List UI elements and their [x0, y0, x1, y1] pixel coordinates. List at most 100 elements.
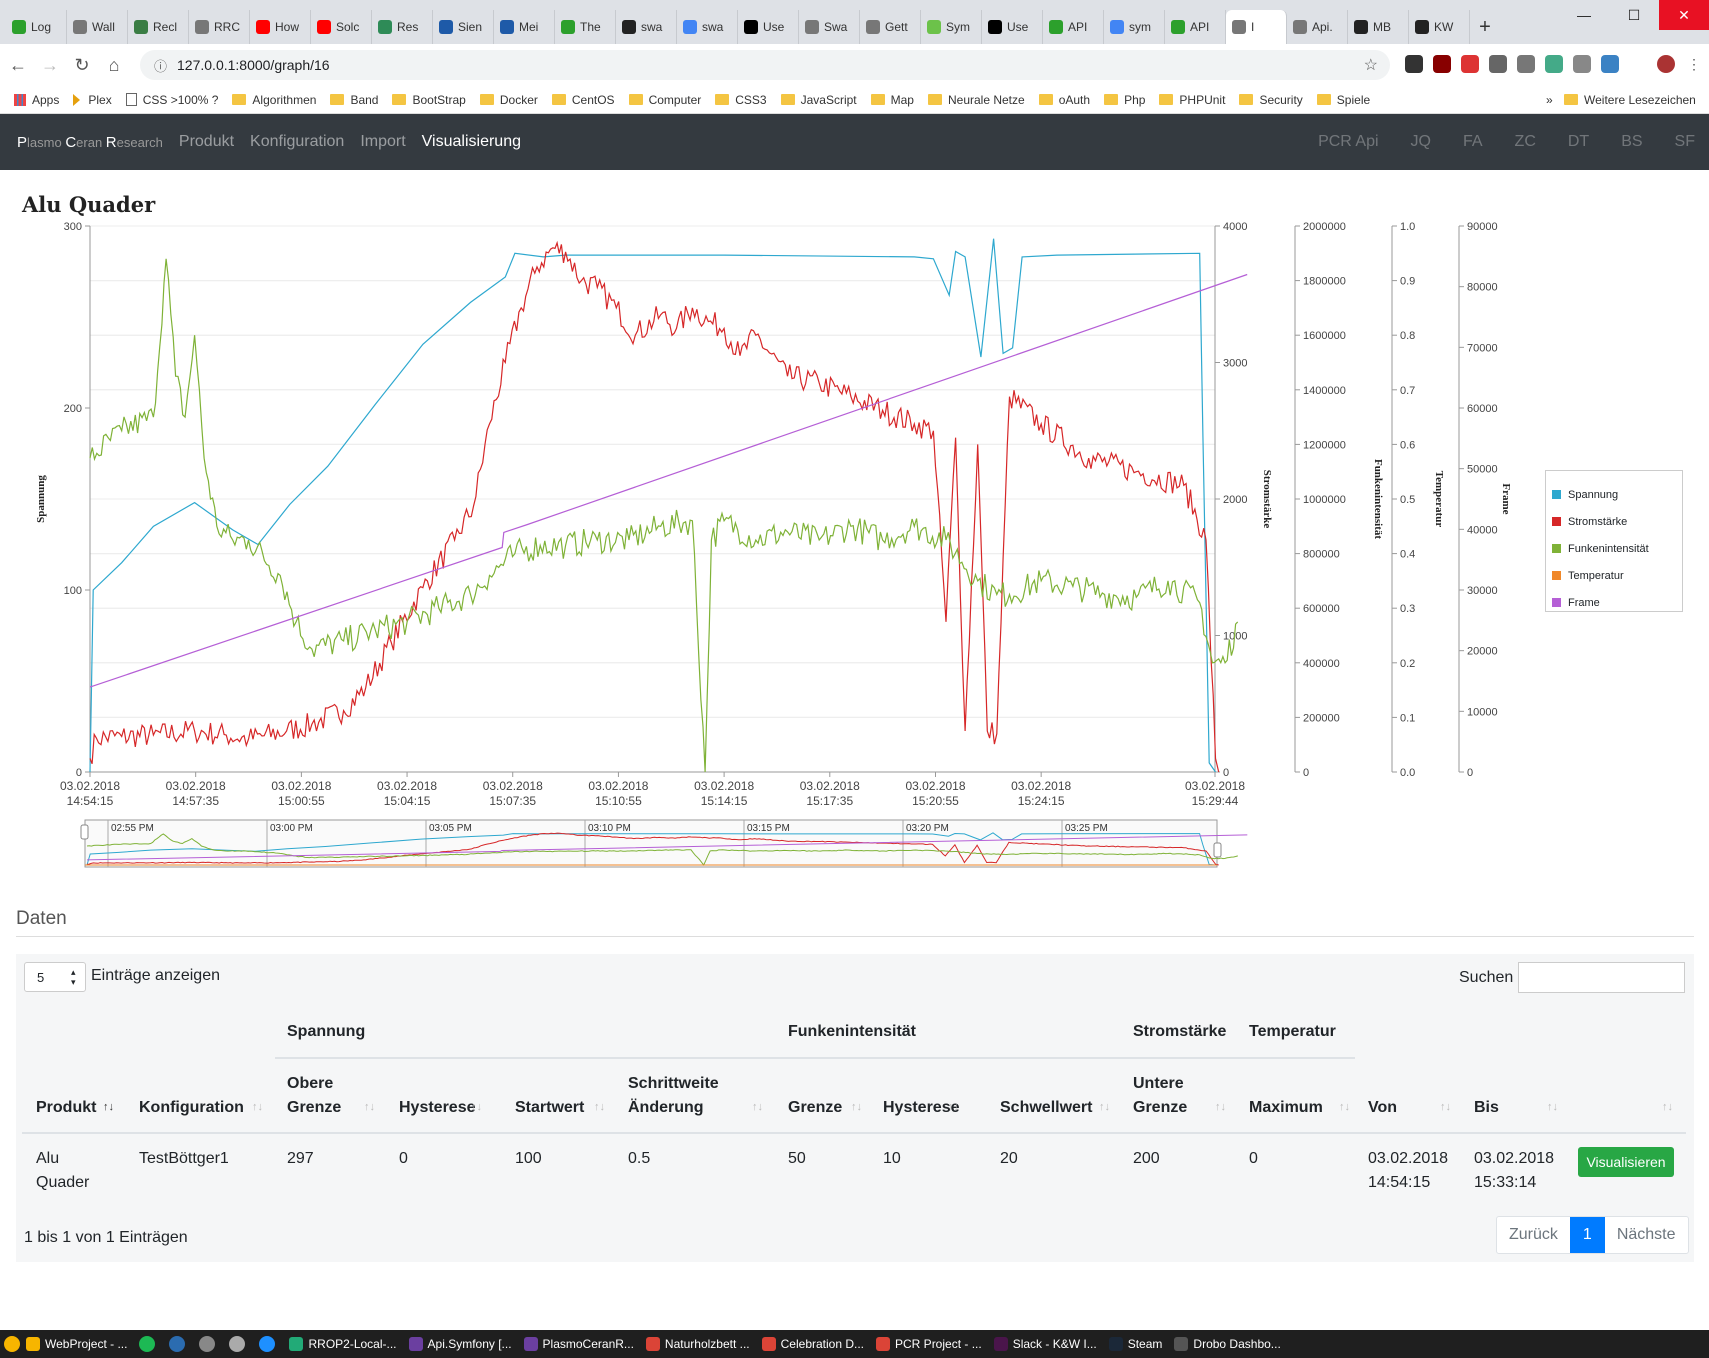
browser-tab[interactable]: swa [616, 10, 677, 44]
taskbar-item[interactable]: Celebration D... [761, 1337, 864, 1351]
browser-tab[interactable]: Log [6, 10, 67, 44]
reload-icon[interactable]: ↻ [74, 54, 90, 75]
browser-tab[interactable]: Recl [128, 10, 189, 44]
column-header[interactable]: Von [1368, 1096, 1397, 1120]
column-header[interactable]: Startwert [515, 1096, 584, 1120]
series-line-stromstärke[interactable] [89, 240, 1220, 773]
sort-icon[interactable]: ↑↓ [1440, 1101, 1451, 1113]
multi-axis-line-chart[interactable]: 0100200300Spannung01000200030004000Strom… [0, 212, 1709, 872]
bookmark-item[interactable]: Plex [73, 93, 112, 107]
app-icon[interactable] [229, 1336, 246, 1352]
series-line-funkenintensität[interactable] [89, 258, 1239, 773]
pagination-prev[interactable]: Zurück [1509, 1226, 1558, 1243]
browser-tab[interactable]: I [1226, 10, 1287, 44]
navigator-handle-right[interactable] [1213, 842, 1222, 858]
column-header[interactable]: Hysterese [399, 1096, 476, 1120]
bookmark-item[interactable]: Computer [628, 93, 701, 107]
browser-tab[interactable]: swa [677, 10, 738, 44]
nav-right-link[interactable]: BS [1621, 133, 1643, 150]
sort-icon[interactable]: ↑↓ [1099, 1101, 1110, 1113]
sort-icon[interactable]: ↑↓ [1339, 1101, 1350, 1113]
back-icon[interactable]: ← [9, 54, 27, 75]
forward-icon[interactable]: → [41, 54, 59, 75]
series-line-frame[interactable] [89, 273, 1248, 688]
bookmark-item[interactable]: Apps [14, 93, 59, 107]
bookmark-item[interactable]: Php [1104, 93, 1145, 107]
bookmark-item[interactable]: Band [330, 93, 378, 107]
legend-item[interactable]: Temperatur [1552, 562, 1676, 589]
maximize-icon[interactable]: ☐ [1627, 6, 1641, 23]
search-input[interactable] [1518, 962, 1685, 993]
browser-tab[interactable]: Solc [311, 10, 372, 44]
column-header[interactable]: Schwellwert [1000, 1096, 1092, 1120]
brand[interactable]: Plasmo Ceran Research [17, 134, 163, 151]
taskbar-item[interactable]: PCR Project - ... [876, 1337, 982, 1351]
column-header[interactable]: Schrittweite Änderung [628, 1072, 719, 1120]
app-icon[interactable] [169, 1336, 186, 1352]
app-icon[interactable] [4, 1336, 20, 1352]
extension-icon[interactable] [1573, 55, 1591, 73]
column-header[interactable]: Untere Grenze [1133, 1072, 1187, 1120]
browser-tab[interactable]: Use [982, 10, 1043, 44]
browser-tab[interactable]: Sym [921, 10, 982, 44]
browser-tab[interactable]: MB [1348, 10, 1409, 44]
taskbar-item[interactable]: Slack - K&W I... [993, 1337, 1097, 1351]
sort-icon[interactable]: ↑↓ [364, 1101, 375, 1113]
app-icon[interactable] [199, 1336, 216, 1352]
taskbar-item[interactable]: Steam [1108, 1337, 1162, 1351]
column-header[interactable]: Konfiguration [139, 1096, 244, 1120]
extension-icon[interactable] [1433, 55, 1451, 73]
browser-tab[interactable]: How [250, 10, 311, 44]
extension-icon[interactable] [1405, 55, 1423, 73]
column-header[interactable]: Maximum [1249, 1096, 1323, 1120]
bookmark-item[interactable]: oAuth [1038, 93, 1090, 107]
nav-right-link[interactable]: JQ [1410, 133, 1431, 150]
bookmark-item[interactable]: Security [1239, 93, 1303, 107]
legend-item[interactable]: Funkenintensität [1552, 535, 1676, 562]
taskbar-item[interactable]: PlasmoCeranR... [523, 1337, 634, 1351]
taskbar-item[interactable]: Drobo Dashbo... [1174, 1337, 1281, 1351]
bookmark-item[interactable]: Map [870, 93, 914, 107]
sort-icon[interactable]: ↑↓ [103, 1101, 114, 1113]
browser-tab[interactable]: sym [1104, 10, 1165, 44]
extension-icon[interactable] [1461, 55, 1479, 73]
taskbar-item[interactable]: WebProject - ... [26, 1337, 127, 1351]
bookmark-item[interactable]: JavaScript [780, 93, 857, 107]
bookmarks-overflow[interactable]: » [1546, 92, 1553, 107]
menu-icon[interactable]: ⋮ [1685, 55, 1703, 73]
sort-icon[interactable]: ↑↓ [752, 1101, 763, 1113]
nav-right-link[interactable]: SF [1674, 133, 1695, 150]
url-input[interactable]: ⓘ 127.0.0.1:8000/graph/16 ☆ [140, 50, 1390, 80]
legend-item[interactable]: Stromstärke [1552, 508, 1676, 535]
browser-tab[interactable]: KW [1409, 10, 1470, 44]
extension-icon[interactable] [1517, 55, 1535, 73]
bookmark-item[interactable]: Neurale Netze [927, 93, 1025, 107]
taskbar-item[interactable]: Api.Symfony [... [408, 1337, 512, 1351]
series-line-spannung[interactable] [89, 238, 1216, 773]
nav-right-link[interactable]: FA [1462, 133, 1483, 150]
browser-tab[interactable]: The [555, 10, 616, 44]
bookmark-item[interactable]: PHPUnit [1159, 93, 1225, 107]
app-icon[interactable] [139, 1336, 156, 1352]
browser-tab[interactable]: RRC [189, 10, 250, 44]
legend-item[interactable]: Spannung [1552, 481, 1676, 508]
browser-tab[interactable]: Wall [67, 10, 128, 44]
other-bookmarks[interactable]: Weitere Lesezeichen [1564, 93, 1696, 107]
taskbar-item[interactable]: Naturholzbett ... [645, 1337, 750, 1351]
sort-icon[interactable]: ↑↓ [851, 1101, 862, 1113]
bookmark-item[interactable]: CentOS [551, 93, 615, 107]
sort-icon[interactable]: ↑↓ [471, 1101, 482, 1113]
pagination-next[interactable]: Nächste [1616, 1226, 1676, 1243]
sort-icon[interactable]: ↑↓ [948, 1101, 959, 1113]
app-icon[interactable] [259, 1336, 276, 1352]
bookmark-item[interactable]: Docker [479, 93, 538, 107]
visualisieren-button[interactable]: Visualisieren [1578, 1147, 1674, 1177]
legend-item[interactable]: Frame [1552, 589, 1676, 616]
sort-icon[interactable]: ↑↓ [1662, 1101, 1673, 1113]
close-window-icon[interactable]: ✕ [1659, 0, 1709, 30]
column-header[interactable]: Hysterese [883, 1096, 960, 1120]
home-icon[interactable]: ⌂ [108, 54, 120, 75]
nav-konfiguration[interactable]: Konfiguration [250, 133, 345, 150]
nav-right-link[interactable]: ZC [1514, 133, 1536, 150]
browser-tab[interactable]: Mei [494, 10, 555, 44]
